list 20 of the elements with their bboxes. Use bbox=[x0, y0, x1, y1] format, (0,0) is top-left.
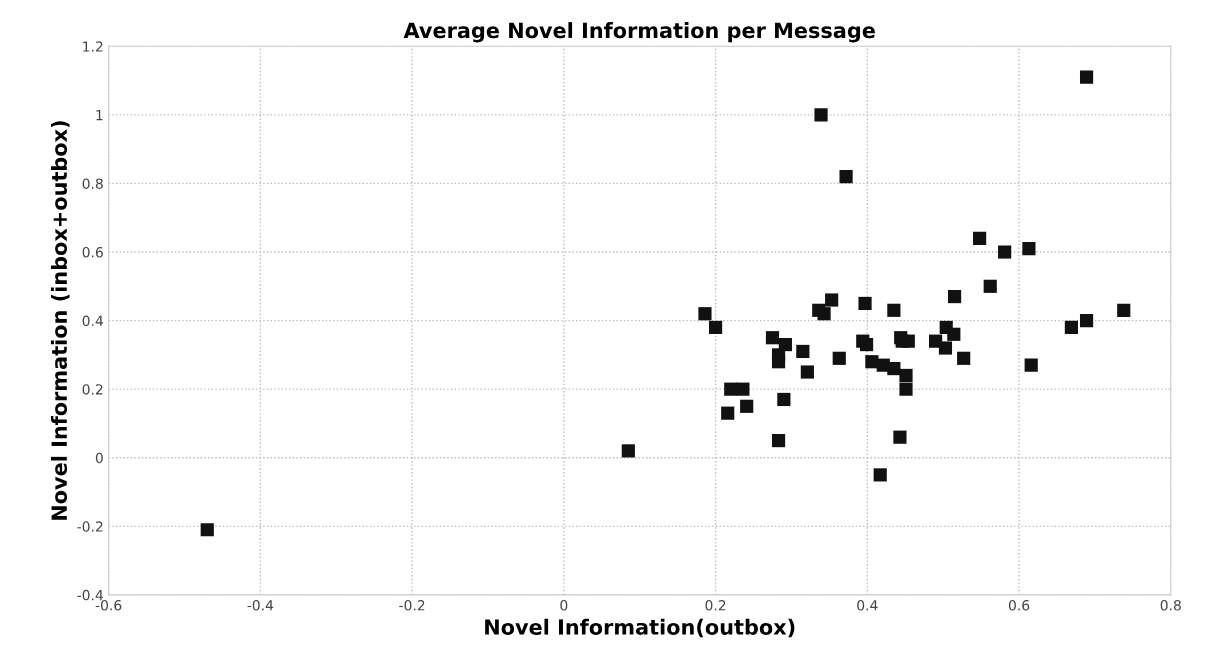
y-tick-label: 0 bbox=[95, 452, 103, 464]
y-tick-label: 0.2 bbox=[82, 384, 103, 395]
y-axis-title: Novel Information (inbox+outbox) bbox=[50, 121, 70, 520]
x-tick-label: -0.6 bbox=[95, 600, 122, 611]
x-tick-label: 0 bbox=[560, 600, 568, 611]
y-tick-label: 1 bbox=[96, 110, 103, 121]
x-tick-label: -0.2 bbox=[399, 600, 425, 611]
x-axis-title: Novel Information(outbox) bbox=[485, 618, 795, 638]
x-tick-label: 0.6 bbox=[1008, 600, 1030, 611]
y-tick-label: -0.2 bbox=[77, 521, 103, 532]
chart-title: Average Novel Information per Message bbox=[403, 22, 875, 43]
y-tick-label: 0.8 bbox=[82, 178, 103, 189]
x-tick-label: -0.4 bbox=[247, 600, 274, 611]
y-tick-label: 0.4 bbox=[82, 315, 103, 327]
x-tick-label: 0.2 bbox=[705, 600, 726, 611]
x-tick-label: 0.4 bbox=[857, 600, 878, 611]
y-tick-label: 1.2 bbox=[83, 41, 103, 52]
x-tick-label: 0.8 bbox=[1160, 600, 1181, 611]
y-tick-label: 0.6 bbox=[82, 246, 103, 258]
y-tick-label: -0.4 bbox=[77, 589, 103, 601]
